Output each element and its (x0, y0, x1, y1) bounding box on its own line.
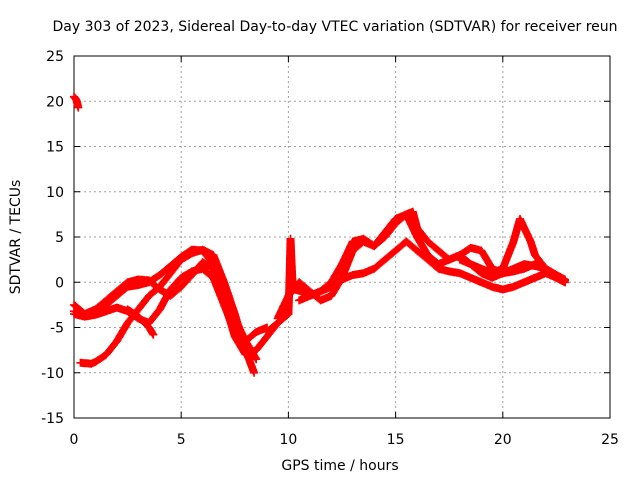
data-markers (70, 258, 293, 359)
series-arc-4 (76, 245, 259, 377)
series-arc-7 (263, 234, 569, 336)
y-tick-label: 25 (46, 49, 64, 65)
data-markers (455, 214, 569, 287)
y-tick-label: -15 (41, 411, 64, 427)
series-arc-5 (70, 258, 293, 359)
x-tick-label: 0 (70, 432, 79, 448)
x-axis-label: GPS time / hours (281, 458, 398, 474)
series-arc-10 (455, 214, 569, 287)
y-tick-label: 15 (46, 140, 64, 156)
y-axis-label: SDTVAR / TECUs (8, 180, 24, 295)
x-tick-label: 20 (494, 432, 512, 448)
y-tick-label: 20 (46, 94, 64, 110)
data-points (70, 92, 569, 377)
x-tick-label: 15 (387, 432, 405, 448)
y-tick-label: -5 (50, 321, 64, 337)
ticks: 0 5 10 15 20 25 -15 -10 -5 0 5 10 15 20 25 (41, 49, 619, 448)
y-tick-label: -10 (41, 366, 64, 382)
series-arc-6 (123, 305, 158, 339)
y-tick-label: 5 (55, 230, 64, 246)
x-tick-label: 5 (177, 432, 186, 448)
y-tick-label: 10 (46, 185, 64, 201)
x-tick-label: 10 (279, 432, 297, 448)
data-markers (70, 92, 83, 112)
x-tick-label: 25 (601, 432, 619, 448)
series-arc-1 (70, 92, 83, 112)
y-tick-label: 0 (55, 275, 64, 291)
chart-title: Day 303 of 2023, Sidereal Day-to-day VTE… (52, 19, 617, 35)
data-markers (76, 245, 259, 377)
data-markers (263, 234, 569, 336)
data-markers (123, 305, 158, 339)
